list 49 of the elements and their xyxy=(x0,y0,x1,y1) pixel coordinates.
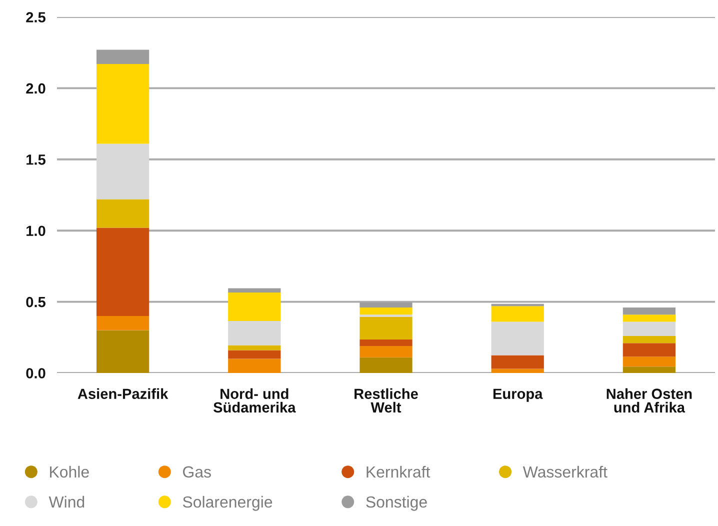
y-tick-label: 0.5 xyxy=(26,296,46,308)
bar xyxy=(360,316,412,340)
bar xyxy=(96,228,150,316)
bar xyxy=(622,366,676,373)
legend-label: Wind xyxy=(48,496,84,508)
bar xyxy=(360,307,412,315)
bar xyxy=(491,306,544,322)
bar xyxy=(491,322,544,356)
y-tick-label: 2.0 xyxy=(26,83,46,94)
bar xyxy=(491,304,544,306)
bar xyxy=(622,307,676,315)
y-tick-label: 1.5 xyxy=(26,154,46,165)
legend-label: Wasserkraft xyxy=(522,466,608,478)
bar xyxy=(228,345,281,350)
bar xyxy=(228,350,281,359)
x-tick-label: Asien-Pazifik xyxy=(78,388,168,399)
legend-label: Kernkraft xyxy=(366,466,430,478)
bar xyxy=(96,64,150,144)
bar xyxy=(228,321,281,346)
legend-label: Kohle xyxy=(50,466,89,478)
x-tick-label: Europa xyxy=(493,388,543,402)
bar xyxy=(360,346,412,358)
legend-label: Sonstige xyxy=(366,496,427,511)
bar xyxy=(96,50,150,64)
bar xyxy=(228,288,281,293)
legend-label: Gas xyxy=(183,466,211,478)
bar xyxy=(622,314,676,322)
y-tick-label: 2.5 xyxy=(26,12,46,22)
x-tick-label: Nord- und Südamerika xyxy=(213,388,296,413)
bar xyxy=(228,358,281,373)
bar xyxy=(491,355,544,369)
bar xyxy=(96,144,150,200)
bar xyxy=(622,336,676,344)
bar xyxy=(622,343,676,357)
bar xyxy=(228,292,281,322)
bar xyxy=(96,316,150,330)
bar xyxy=(360,340,412,346)
legend-label: Solarenergie xyxy=(182,496,272,511)
bar xyxy=(622,356,676,367)
y-tick-label: 0.0 xyxy=(26,368,46,378)
x-tick-label: Naher Osten und Afrika xyxy=(606,388,692,413)
bar xyxy=(96,199,150,228)
bar xyxy=(96,330,150,373)
bar xyxy=(491,368,544,373)
x-tick-label: Restliche Welt xyxy=(354,388,418,413)
bar xyxy=(360,302,412,308)
bar xyxy=(622,322,676,336)
bar xyxy=(360,357,412,373)
y-tick-label: 1.0 xyxy=(26,226,46,236)
